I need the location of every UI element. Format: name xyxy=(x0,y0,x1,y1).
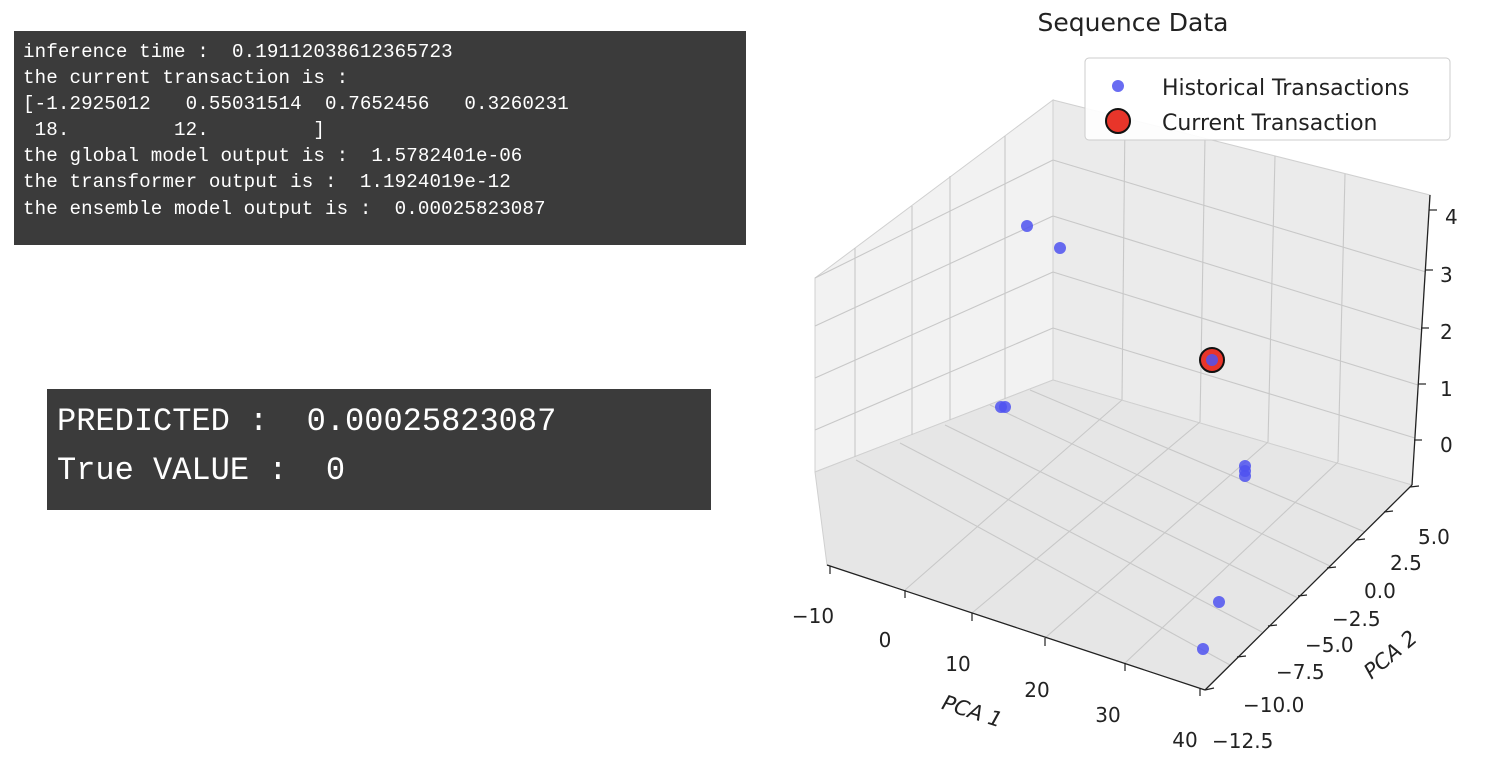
x-axis-label: PCA 1 xyxy=(939,690,1005,732)
y-tick-label: −10.0 xyxy=(1243,693,1304,717)
historical-point xyxy=(999,401,1011,413)
transaction-vector-line-2: 18. 12. ] xyxy=(23,119,325,142)
historical-point xyxy=(1206,354,1218,366)
x-tick-labels: −10 0 10 20 30 40 xyxy=(792,604,1198,752)
current-transaction-label-line: the current transaction is : xyxy=(23,67,349,90)
y-tick-label: 5.0 xyxy=(1418,525,1450,549)
z-tick-label: 3 xyxy=(1440,263,1453,287)
axis-lines xyxy=(826,194,1431,691)
x-tick-label: 30 xyxy=(1095,703,1120,727)
legend: Historical Transactions Current Transact… xyxy=(1084,57,1451,141)
historical-point xyxy=(1054,242,1066,254)
y-tick-label: 2.5 xyxy=(1390,551,1422,575)
x-tick-label: 0 xyxy=(879,628,892,652)
x-axis-line xyxy=(826,564,1206,691)
y-tick-label: 0.0 xyxy=(1364,579,1396,603)
historical-point xyxy=(1239,470,1251,482)
y-tick-label: −7.5 xyxy=(1276,660,1325,684)
historical-points xyxy=(995,220,1251,655)
z-tick-label: 4 xyxy=(1445,205,1458,229)
legend-current-marker xyxy=(1105,108,1131,134)
y-tick-label: −2.5 xyxy=(1332,607,1381,631)
grid-lines xyxy=(814,117,1427,666)
predicted-value-line: PREDICTED : 0.00025823087 xyxy=(57,403,557,440)
global-model-output-line: the global model output is : 1.5782401e-… xyxy=(23,145,523,168)
x-tick-label: 10 xyxy=(945,652,970,676)
z-axis-line xyxy=(1411,194,1431,486)
sequence-data-chart: Sequence Data Historical Transactions Cu… xyxy=(760,0,1508,780)
historical-point xyxy=(1021,220,1033,232)
chart-svg: Sequence Data Historical Transactions Cu… xyxy=(792,8,1458,753)
chart-title: Sequence Data xyxy=(1038,8,1229,37)
x-tick-label: 40 xyxy=(1172,728,1197,752)
tick-marks xyxy=(829,209,1437,696)
historical-point xyxy=(1197,643,1209,655)
x-tick-label: −10 xyxy=(792,604,834,628)
true-value-line: True VALUE : 0 xyxy=(57,452,346,489)
transaction-vector-line-1: [-1.2925012 0.55031514 0.7652456 0.32602… xyxy=(23,93,569,116)
y-tick-label: −5.0 xyxy=(1305,633,1354,657)
inference-time-line: inference time : 0.19112038612365723 xyxy=(23,41,453,63)
transformer-output-line: the transformer output is : 1.1924019e-1… xyxy=(23,171,511,194)
terminal-output-panel: inference time : 0.19112038612365723 the… xyxy=(14,31,746,245)
legend-box xyxy=(1084,57,1451,141)
prediction-panel: PREDICTED : 0.00025823087 True VALUE : 0 xyxy=(47,389,711,510)
y-axis-label: PCA 2 xyxy=(1359,626,1422,684)
y-axis-line xyxy=(1204,484,1413,691)
legend-historical-label: Historical Transactions xyxy=(1162,76,1409,101)
legend-current-label: Current Transaction xyxy=(1162,111,1377,136)
historical-point xyxy=(1213,596,1225,608)
ensemble-output-line: the ensemble model output is : 0.0002582… xyxy=(23,197,546,220)
legend-historical-marker xyxy=(1112,80,1124,92)
z-tick-label: 1 xyxy=(1440,377,1453,401)
z-tick-labels: 0 1 2 3 4 xyxy=(1440,205,1458,457)
y-tick-label: −12.5 xyxy=(1212,729,1273,753)
x-tick-label: 20 xyxy=(1024,678,1049,702)
z-tick-label: 0 xyxy=(1440,433,1453,457)
z-tick-label: 2 xyxy=(1440,320,1453,344)
y-tick-labels: −12.5 −10.0 −7.5 −5.0 −2.5 0.0 2.5 5.0 xyxy=(1212,525,1450,753)
